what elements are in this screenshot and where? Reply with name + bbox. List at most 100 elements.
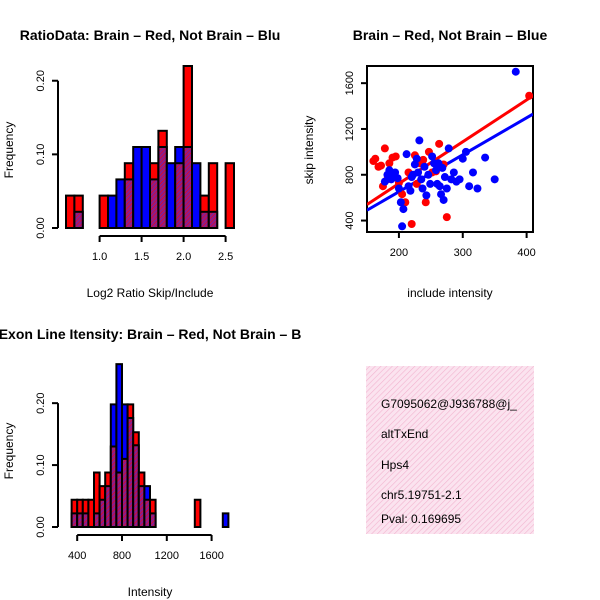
scatter-point-not-brain bbox=[415, 136, 424, 145]
scatter-point-not-brain bbox=[418, 184, 427, 193]
scatter-point-not-brain bbox=[449, 168, 458, 177]
intensity-histogram-x-tick-label: 400 bbox=[68, 550, 86, 562]
ratio-histogram-bar-not-brain bbox=[165, 162, 177, 229]
scatter-point-not-brain bbox=[396, 198, 405, 207]
scatter-point-not-brain bbox=[417, 175, 426, 184]
intensity-histogram-x-tick-label: 800 bbox=[113, 550, 131, 562]
ratio-histogram-ylabel: Frequency bbox=[2, 122, 16, 179]
scatter-point-brain bbox=[380, 144, 389, 153]
intensity-histogram-title: Exon Line Itensity: Brain – Red, Not Bra… bbox=[0, 326, 301, 342]
ratio-histogram-bar-overlap bbox=[73, 210, 84, 230]
scatter-point-not-brain bbox=[481, 153, 490, 162]
info-panel: G7095062@J936788@j_ altTxEnd Hps4 chr5.1… bbox=[366, 366, 534, 534]
scatter-point-not-brain bbox=[444, 144, 453, 153]
scatter-point-not-brain bbox=[398, 222, 407, 231]
scatter-point-not-brain bbox=[424, 170, 433, 179]
scatter-point-not-brain bbox=[490, 175, 499, 184]
scatter-x-tick-label: 200 bbox=[390, 247, 408, 259]
intensity-histogram-bar-overlap bbox=[149, 512, 157, 529]
ratio-histogram-bar-not-brain bbox=[140, 146, 152, 229]
scatter-point-not-brain bbox=[406, 186, 415, 195]
scatter-fit-lines bbox=[367, 94, 533, 212]
info-event-type: altTxEnd bbox=[381, 427, 428, 441]
scatter-plot-frame bbox=[366, 65, 534, 233]
scatter-point-not-brain bbox=[435, 182, 444, 191]
intensity-histogram-bars bbox=[70, 363, 230, 529]
intensity-histogram-panel: Exon Line Itensity: Brain – Red, Not Bra… bbox=[0, 326, 301, 599]
intensity-histogram-axes: 400 800 1200 1600 0.00 0.10 0.20 bbox=[35, 392, 224, 562]
intensity-histogram-ylabel: Frequency bbox=[2, 423, 16, 480]
scatter-point-not-brain bbox=[442, 184, 451, 193]
scatter-y-tick-label: 1200 bbox=[344, 117, 356, 141]
intensity-histogram-x-tick-label: 1200 bbox=[155, 550, 179, 562]
ratio-histogram-x-tick-label: 1.0 bbox=[92, 251, 107, 263]
scatter-point-not-brain bbox=[394, 184, 403, 193]
scatter-point-brain bbox=[377, 161, 386, 170]
scatter-point-not-brain bbox=[511, 67, 520, 76]
scatter-point-not-brain bbox=[393, 174, 402, 183]
scatter-point-not-brain bbox=[422, 191, 431, 200]
scatter-point-not-brain bbox=[440, 173, 449, 182]
intensity-histogram-y-tick-label: 0.10 bbox=[35, 454, 47, 475]
scatter-fit-line-not-brain bbox=[367, 112, 533, 212]
info-pval: Pval: 0.169695 bbox=[381, 512, 461, 526]
ratio-histogram-xlabel: Log2 Ratio Skip/Include bbox=[87, 286, 214, 300]
scatter-axes: 200 300 400 400 800 1200 1600 bbox=[344, 71, 536, 259]
info-box-background bbox=[366, 366, 534, 534]
scatter-point-brain bbox=[442, 213, 451, 222]
ratio-histogram-bar-not-brain bbox=[191, 162, 202, 229]
intensity-histogram-bar-brain bbox=[193, 498, 202, 528]
info-gene-name: Hps4 bbox=[381, 458, 409, 472]
scatter-point-not-brain bbox=[431, 166, 440, 175]
info-probe-id: G7095062@J936788@j_ bbox=[381, 397, 517, 411]
scatter-point-brain bbox=[421, 198, 430, 207]
ratio-histogram-bars bbox=[65, 65, 236, 230]
intensity-histogram-xlabel: Intensity bbox=[128, 585, 173, 599]
ratio-histogram-panel: RatioData: Brain – Red, Not Brain – Blu … bbox=[2, 27, 280, 300]
ratio-histogram-x-tick-label: 2.5 bbox=[218, 251, 233, 263]
info-location: chr5.19751-2.1 bbox=[381, 488, 462, 502]
ratio-histogram-bar-brain bbox=[224, 162, 236, 229]
ratio-histogram-bar-brain bbox=[65, 194, 76, 230]
scatter-point-not-brain bbox=[428, 152, 437, 161]
scatter-y-tick-label: 400 bbox=[344, 211, 356, 229]
scatter-point-not-brain bbox=[468, 168, 477, 177]
scatter-points bbox=[369, 67, 533, 231]
scatter-point-brain bbox=[407, 219, 416, 228]
scatter-x-tick-label: 400 bbox=[517, 247, 535, 259]
scatter-point-brain bbox=[435, 139, 444, 148]
ratio-histogram-axes: 1.0 1.5 2.0 2.5 0.00 0.10 0.20 bbox=[35, 70, 233, 263]
ratio-histogram-bar-overlap bbox=[207, 210, 219, 230]
scatter-ylabel: skip intensity bbox=[302, 116, 316, 185]
scatter-point-brain bbox=[371, 154, 380, 163]
scatter-point-not-brain bbox=[439, 195, 448, 204]
scatter-title: Brain – Red, Not Brain – Blue bbox=[353, 27, 548, 43]
scatter-xlabel: include intensity bbox=[407, 286, 492, 300]
ratio-histogram-title: RatioData: Brain – Red, Not Brain – Blu bbox=[20, 27, 281, 43]
intensity-histogram-y-tick-label: 0.20 bbox=[35, 392, 47, 413]
scatter-panel: Brain – Red, Not Brain – Blue 200 300 400 4… bbox=[302, 27, 547, 300]
scatter-point-not-brain bbox=[473, 184, 482, 193]
scatter-point-not-brain bbox=[402, 150, 411, 159]
intensity-histogram-x-tick-label: 1600 bbox=[199, 550, 223, 562]
scatter-point-not-brain bbox=[455, 175, 464, 184]
scatter-point-not-brain bbox=[465, 182, 474, 191]
scatter-point-not-brain bbox=[412, 154, 421, 163]
scatter-point-not-brain bbox=[461, 147, 470, 156]
ratio-histogram-bar-overlap bbox=[149, 178, 160, 229]
ratio-histogram-bar-overlap bbox=[123, 178, 135, 229]
scatter-point-brain bbox=[525, 91, 533, 100]
ratio-histogram-x-tick-label: 1.5 bbox=[134, 251, 149, 263]
scatter-point-not-brain bbox=[414, 168, 423, 177]
ratio-histogram-bar-brain bbox=[98, 194, 109, 230]
ratio-histogram-bar-overlap bbox=[174, 162, 185, 229]
scatter-y-tick-label: 1600 bbox=[344, 71, 356, 95]
ratio-histogram-bar-overlap bbox=[157, 146, 168, 229]
scatter-point-not-brain bbox=[399, 205, 408, 214]
ratio-histogram-y-tick-label: 0.00 bbox=[35, 217, 47, 238]
ratio-histogram-bar-overlap bbox=[199, 210, 210, 230]
scatter-point-not-brain bbox=[438, 163, 447, 172]
ratio-histogram-x-tick-label: 2.0 bbox=[176, 251, 191, 263]
scatter-point-not-brain bbox=[426, 179, 435, 188]
ratio-histogram-bar-not-brain bbox=[132, 146, 143, 229]
